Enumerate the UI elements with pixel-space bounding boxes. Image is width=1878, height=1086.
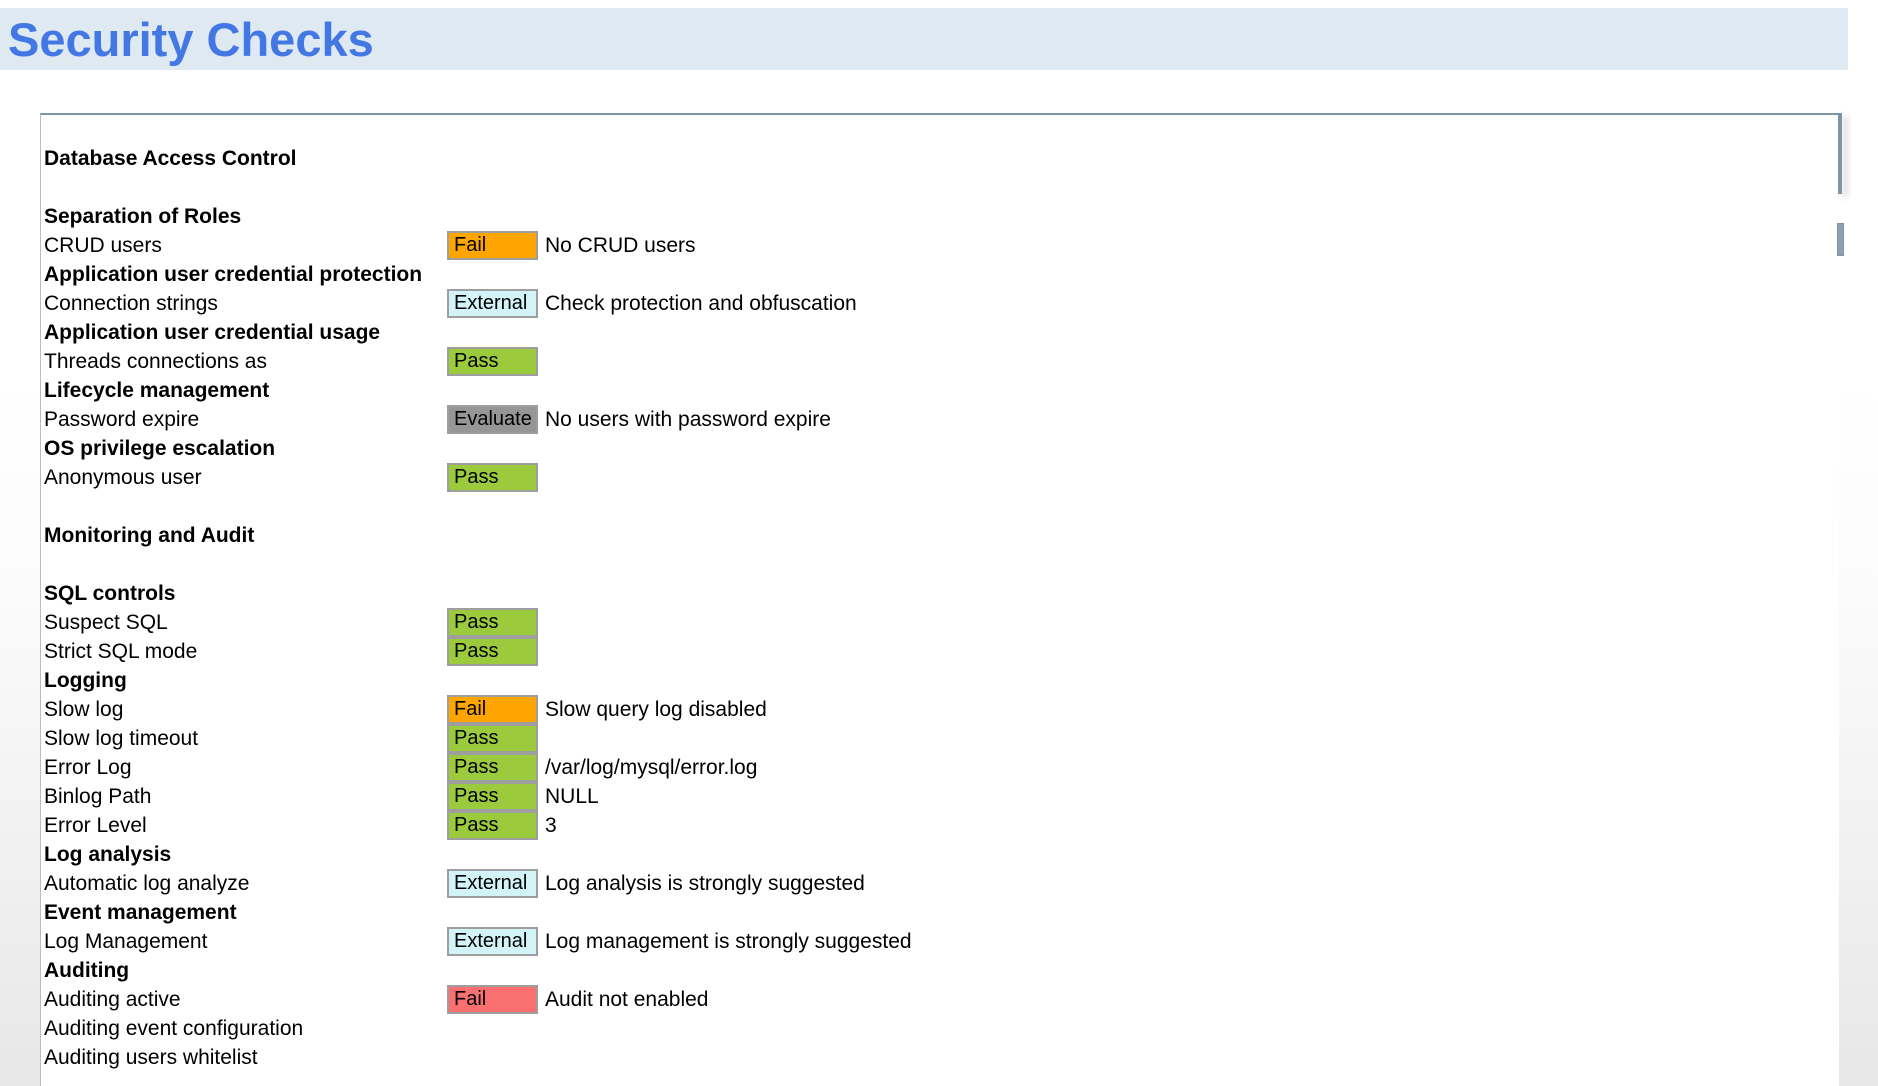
check-label: CRUD users: [44, 233, 162, 257]
check-label: Slow log: [44, 697, 124, 721]
spacer-row: [41, 550, 1839, 579]
check-comment: Slow query log disabled: [545, 697, 767, 721]
check-label: Automatic log analyze: [44, 871, 250, 895]
panel-right-border: [1838, 113, 1842, 194]
spacer-row: [41, 492, 1839, 521]
check-row: Slow log timeout Pass: [41, 724, 1839, 753]
check-comment: NULL: [545, 784, 599, 808]
check-row: Log Management External Log management is …: [41, 927, 1839, 956]
status-badge-fail: Fail: [447, 985, 538, 1014]
check-label: Password expire: [44, 407, 200, 431]
group-title: SQL controls: [44, 581, 176, 605]
group-header-row: SQL controls: [41, 579, 1839, 608]
check-row: Slow log Fail Slow query log disabled: [41, 695, 1839, 724]
check-label: Strict SQL mode: [44, 639, 198, 663]
section-header-row: Monitoring and Audit: [41, 521, 1839, 550]
check-row: Error Level Pass 3: [41, 811, 1839, 840]
status-badge-pass: Pass: [447, 608, 538, 637]
group-title: Log analysis: [44, 842, 172, 866]
check-label: Connection strings: [44, 291, 218, 315]
group-title: Application user credential usage: [44, 320, 381, 344]
check-row: Binlog Path Pass NULL: [41, 782, 1839, 811]
check-label: Auditing users whitelist: [44, 1045, 258, 1069]
status-badge-pass: Pass: [447, 724, 538, 753]
check-comment: Log analysis is strongly suggested: [545, 871, 865, 895]
check-label: Auditing active: [44, 987, 181, 1011]
check-row: Anonymous user Pass: [41, 463, 1839, 492]
group-header-row: Auditing: [41, 956, 1839, 985]
check-label: Suspect SQL: [44, 610, 168, 634]
check-label: Slow log timeout: [44, 726, 199, 750]
group-header-row: Application user credential usage: [41, 318, 1839, 347]
group-title: Separation of Roles: [44, 204, 242, 228]
title-band: Security Checks: [0, 8, 1848, 70]
spacer-row: [41, 173, 1839, 202]
check-label: Error Log: [44, 755, 132, 779]
security-checks-panel: Database Access Control Separation of Rol…: [40, 113, 1839, 1086]
group-title: Auditing: [44, 958, 130, 982]
group-header-row: Logging: [41, 666, 1839, 695]
check-label: Log Management: [44, 929, 208, 953]
status-badge-fail: Fail: [447, 695, 538, 724]
group-title: Event management: [44, 900, 237, 924]
status-badge-external: External: [447, 927, 538, 956]
check-comment: No users with password expire: [545, 407, 831, 431]
group-header-row: Log analysis: [41, 840, 1839, 869]
status-badge-evaluate: Evaluate: [447, 405, 538, 434]
section-header-row: Database Access Control: [41, 144, 1839, 173]
group-title: Lifecycle management: [44, 378, 270, 402]
status-badge-external: External: [447, 869, 538, 898]
status-badge-pass: Pass: [447, 347, 538, 376]
page-title: Security Checks: [8, 12, 374, 66]
status-badge-pass: Pass: [447, 811, 538, 840]
check-row: Error Log Pass/var/log/mysql/error.log: [41, 753, 1839, 782]
check-comment: /var/log/mysql/error.log: [545, 755, 758, 779]
status-badge-external: External: [447, 289, 538, 318]
check-comment: Log management is strongly suggested: [545, 929, 912, 953]
scrollbar-thumb[interactable]: [1837, 223, 1844, 256]
check-comment: No CRUD users: [545, 233, 696, 257]
checks-list: Database Access Control Separation of Rol…: [41, 144, 1839, 1072]
check-label: Threads connections as: [44, 349, 267, 373]
check-label: Binlog Path: [44, 784, 152, 808]
group-title: Application user credential protection: [44, 262, 423, 286]
group-title: OS privilege escalation: [44, 436, 276, 460]
group-header-row: Application user credential protection: [41, 260, 1839, 289]
status-badge-pass: Pass: [447, 637, 538, 666]
check-row: Suspect SQL Pass: [41, 608, 1839, 637]
section-title: Monitoring and Audit: [44, 523, 255, 547]
check-row: Auditing event configuration: [41, 1014, 1839, 1043]
check-comment: Audit not enabled: [545, 987, 709, 1011]
status-badge-pass: Pass: [447, 463, 538, 492]
status-badge-fail: Fail: [447, 231, 538, 260]
check-row: CRUD users Fail No CRUD users: [41, 231, 1839, 260]
group-header-row: Lifecycle management: [41, 376, 1839, 405]
group-header-row: Separation of Roles: [41, 202, 1839, 231]
check-row: Strict SQL mode Pass: [41, 637, 1839, 666]
check-row: Connection strings External Check protecti…: [41, 289, 1839, 318]
check-row: Auditing users whitelist: [41, 1043, 1839, 1072]
check-row: Threads connections as Pass: [41, 347, 1839, 376]
check-label: Auditing event configuration: [44, 1016, 304, 1040]
check-row: Auditing active Fail Audit not enabled: [41, 985, 1839, 1014]
group-header-row: Event management: [41, 898, 1839, 927]
check-comment: 3: [545, 813, 557, 837]
status-badge-pass: Pass: [447, 753, 538, 782]
check-comment: Check protection and obfuscation: [545, 291, 857, 315]
status-badge-pass: Pass: [447, 782, 538, 811]
check-label: Anonymous user: [44, 465, 202, 489]
group-title: Logging: [44, 668, 127, 692]
section-title: Database Access Control: [44, 146, 297, 170]
group-header-row: OS privilege escalation: [41, 434, 1839, 463]
check-row: Automatic log analyze External Log analysi…: [41, 869, 1839, 898]
check-label: Error Level: [44, 813, 147, 837]
check-row: Password expire Evaluate No users with pas…: [41, 405, 1839, 434]
